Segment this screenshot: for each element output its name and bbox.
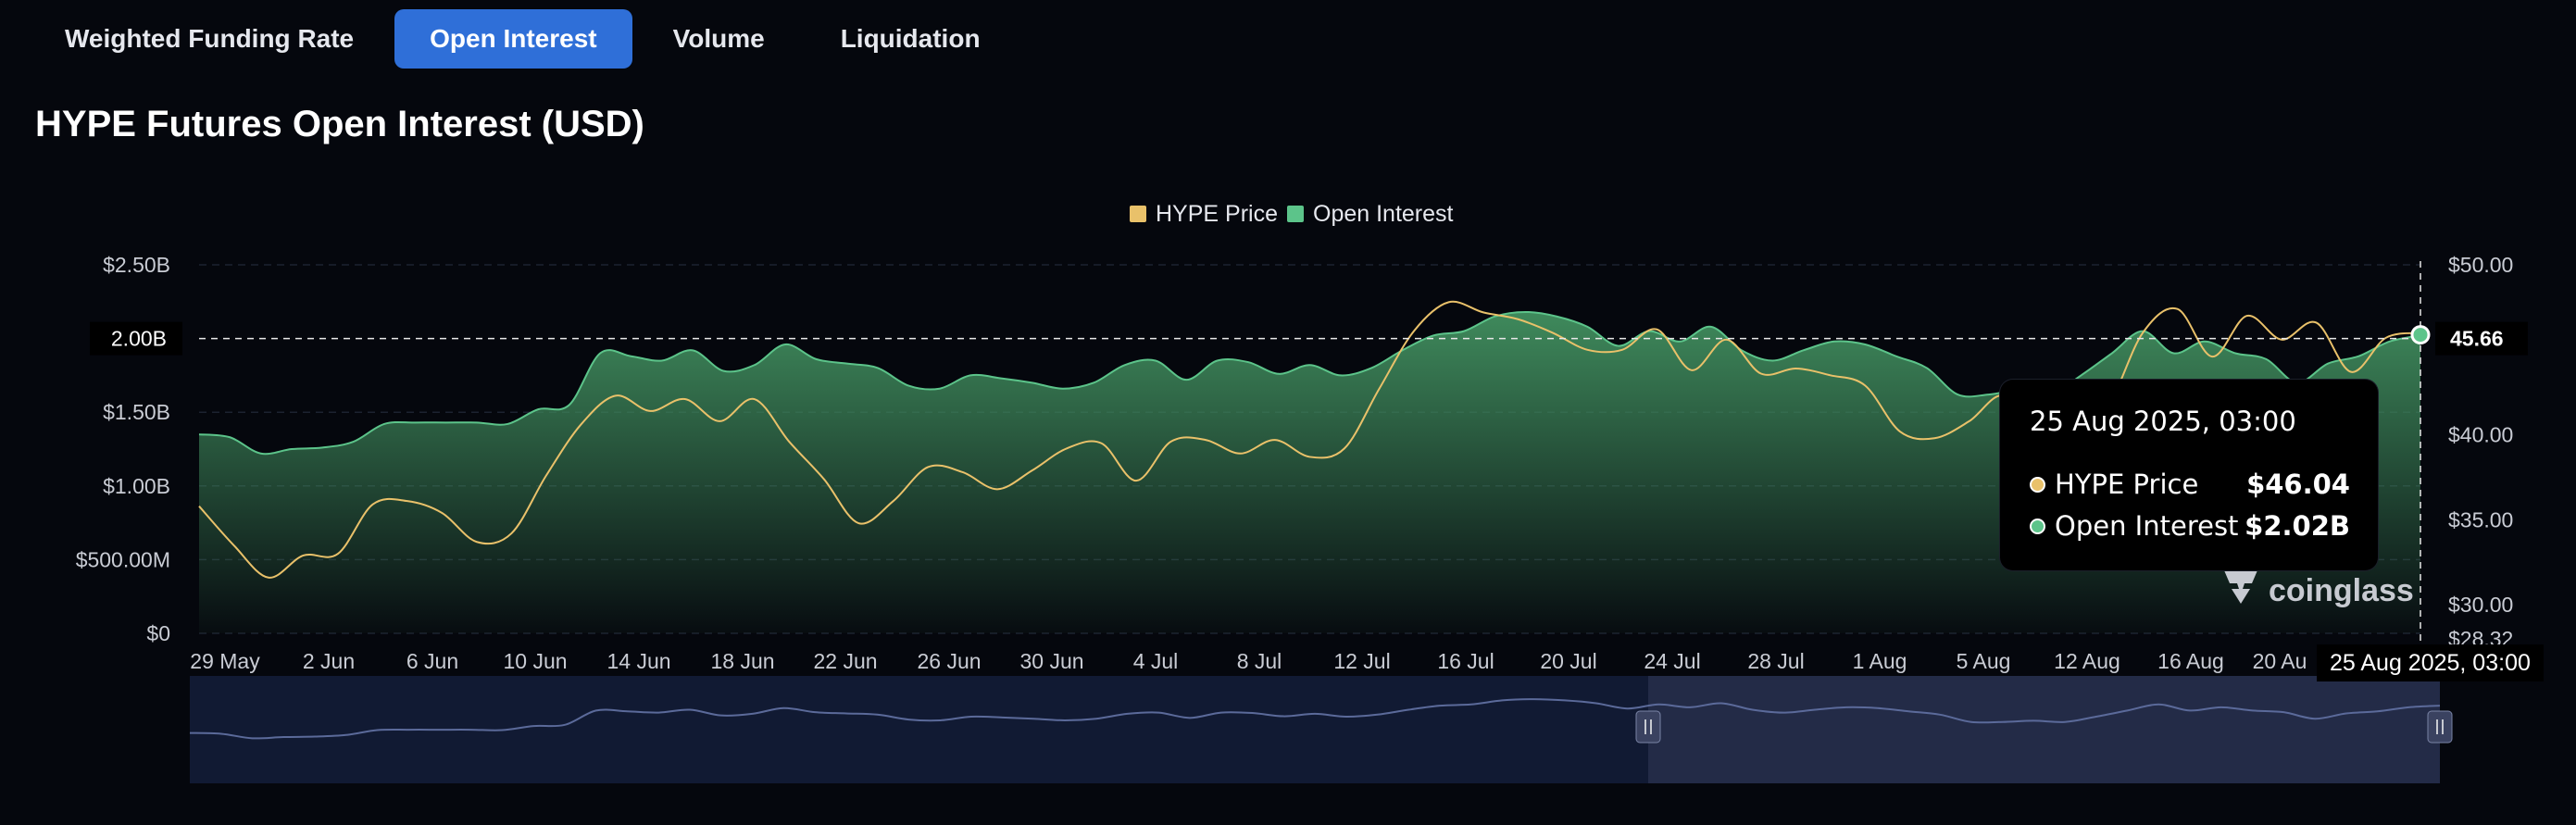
crosshair-y-label: 2.00B: [111, 327, 167, 351]
legend-label: Open Interest: [1313, 201, 1454, 227]
x-tick-label: 8 Jul: [1237, 649, 1282, 673]
legend-label: HYPE Price: [1156, 201, 1278, 227]
x-tick-label: 26 Jun: [917, 649, 981, 673]
open-interest-area: [199, 311, 2420, 633]
range-navigator[interactable]: [189, 676, 2453, 783]
x-tick-label: 28 Jul: [1747, 649, 1804, 673]
tab-liquidation[interactable]: Liquidation: [840, 24, 981, 53]
y-axis-right: $50.00$40.00$35.00$30.00$28.32: [2448, 253, 2513, 651]
y-axis-left: $2.50B 2.00B $1.50B $1.00B $500.00M $0: [76, 253, 170, 645]
x-tick-label: 20 Au: [2253, 649, 2307, 673]
x-tick-label: 2 Jun: [303, 649, 355, 673]
tab-open-interest[interactable]: Open Interest: [394, 9, 632, 69]
navigator-line: [189, 698, 2441, 740]
legend-swatch-icon: [1287, 206, 1304, 222]
y2-tick-label: $40.00: [2448, 423, 2513, 447]
x-tick-label: 4 Jul: [1133, 649, 1179, 673]
chart-tabs: Weighted Funding Rate Open Interest Volume…: [30, 9, 1021, 69]
x-tick-label: 10 Jun: [503, 649, 567, 673]
tab-weighted-funding-rate[interactable]: Weighted Funding Rate: [65, 24, 355, 53]
x-tick-label: 24 Jul: [1644, 649, 1700, 673]
watermark-text: coinglass: [2269, 573, 2414, 608]
x-tick-label: 12 Aug: [2054, 649, 2120, 673]
y2-tick-label: $35.00: [2448, 507, 2513, 531]
y-tick-label: $500.00M: [76, 547, 170, 571]
tooltip-price-label: HYPE Price: [2055, 469, 2199, 500]
x-tick-label: 18 Jun: [710, 649, 774, 673]
tooltip-date: 25 Aug 2025, 03:00: [2030, 406, 2296, 437]
x-tick-label: 14 Jun: [606, 649, 670, 673]
x-tick-label: 29 May: [190, 649, 260, 673]
tooltip-oi-label: Open Interest: [2055, 510, 2239, 542]
x-tick-label: 20 Jul: [1540, 649, 1596, 673]
crosshair-y-label-bg: [90, 321, 182, 356]
watermark-logo: coinglass: [2220, 567, 2414, 616]
price-dot-icon: [2030, 476, 2045, 493]
y-tick-label: $1.00B: [103, 474, 170, 498]
tooltip-row-oi: Open Interest $2.02B: [2030, 507, 2350, 544]
x-tick-label: 16 Jul: [1437, 649, 1494, 673]
navigator-selection: [1648, 676, 2440, 783]
x-tick-label: 12 Jul: [1333, 649, 1390, 673]
crosshair: 2.00B 45.66: [90, 261, 2528, 644]
x-tick-label: 6 Jun: [406, 649, 458, 673]
open-interest-chart[interactable]: HYPE Price Open Interest $2.50B 2.00B $1.50…: [0, 176, 2576, 815]
y2-tick-label: $50.00: [2448, 253, 2513, 277]
legend-swatch-icon: [1130, 206, 1146, 222]
y-tick-label: $0: [146, 621, 170, 645]
chart-title: HYPE Futures Open Interest (USD): [35, 104, 644, 144]
x-tick-label: 1 Aug: [1853, 649, 1907, 673]
y-tick-label: $2.50B: [103, 253, 170, 277]
crosshair-x-label: 25 Aug 2025, 03:00: [2317, 644, 2544, 681]
y2-tick-label: $30.00: [2448, 593, 2513, 617]
x-tick-label: 16 Aug: [2157, 649, 2224, 673]
crosshair-point: [2410, 325, 2431, 345]
oi-dot-icon: [2030, 518, 2045, 534]
crosshair-y2-label-bg: [2435, 321, 2528, 356]
chart-tooltip: 25 Aug 2025, 03:00 HYPE Price $46.04 Ope…: [2000, 380, 2378, 570]
coinglass-icon: [2220, 567, 2261, 616]
navigator-handle[interactable]: [2427, 710, 2453, 744]
x-tick-label: 5 Aug: [1957, 649, 2011, 673]
chart-legend: HYPE Price Open Interest: [1130, 201, 1454, 227]
tooltip-oi-value: $2.02B: [2245, 510, 2350, 542]
tooltip-row-price: HYPE Price $46.04: [2030, 466, 2350, 503]
y-tick-label: $1.50B: [103, 400, 170, 424]
tab-volume[interactable]: Volume: [672, 24, 765, 53]
navigator-handle[interactable]: [1635, 710, 1661, 744]
x-tick-label: 30 Jun: [1019, 649, 1083, 673]
tooltip-price-value: $46.04: [2246, 469, 2350, 500]
crosshair-y2-label: 45.66: [2450, 327, 2504, 351]
x-axis: 29 May 2 Jun 6 Jun 10 Jun 14 Jun 18 Jun 22 Jun…: [190, 649, 2307, 673]
x-tick-label: 22 Jun: [813, 649, 877, 673]
